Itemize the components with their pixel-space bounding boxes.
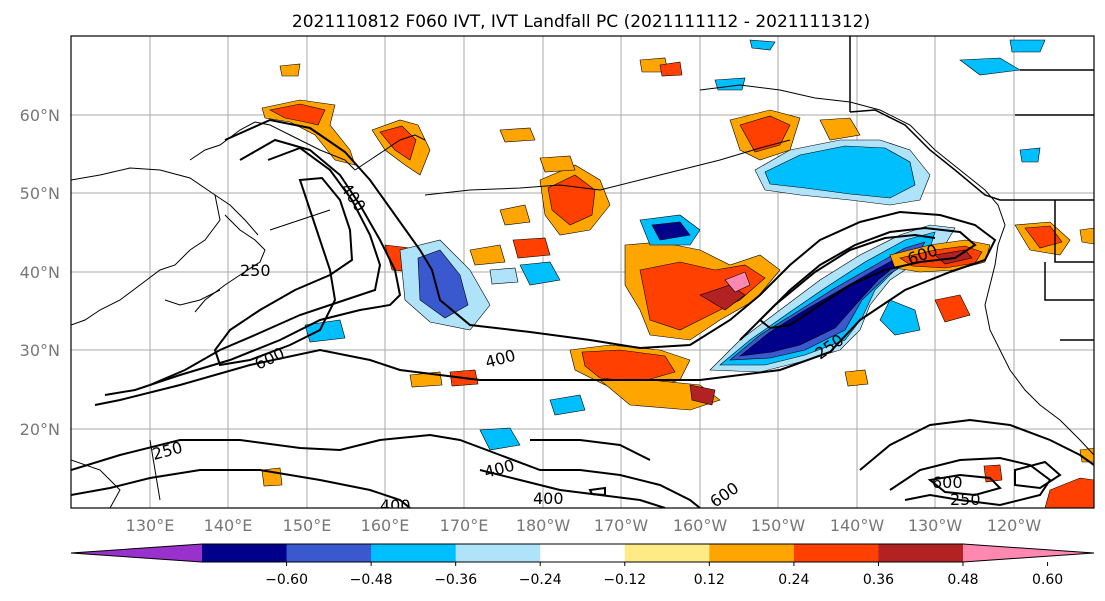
- lon-label: 130°W: [908, 516, 963, 535]
- colorbar-swatch: [624, 544, 710, 562]
- colorbar-swatch: [540, 544, 626, 562]
- colorbar-tick-label: −0.48: [350, 572, 393, 588]
- lon-label: 160°E: [361, 516, 410, 535]
- colorbar-extend-high: [963, 544, 1094, 562]
- latitude-labels: 60°N 50°N 40°N 30°N 20°N: [20, 106, 60, 439]
- colorbar-extend-low: [71, 544, 202, 562]
- colorbar-tick-label: −0.12: [603, 572, 646, 588]
- colorbar-tick-label: 0.12: [694, 572, 725, 588]
- coastlines: [71, 84, 1094, 508]
- colorbar-tick-label: −0.60: [265, 572, 308, 588]
- lon-label: 150°E: [283, 516, 332, 535]
- lon-label: 150°W: [751, 516, 806, 535]
- lon-label: 120°W: [987, 516, 1042, 535]
- map-frame: [70, 35, 1095, 509]
- lon-label: 160°W: [673, 516, 728, 535]
- colorbar-tick-label: 0.36: [863, 572, 894, 588]
- lat-label: 60°N: [20, 106, 60, 125]
- colorbar-swatch: [878, 544, 964, 562]
- colorbar-outline: [70, 543, 1095, 563]
- political-borders: [849, 36, 1094, 341]
- colorbar-swatch: [709, 544, 795, 562]
- colorbar: −0.60 −0.48 −0.36 −0.24 −0.12 0.12 0.24 0.36 0.4…: [70, 543, 1095, 588]
- map-title: 2021110812 F060 IVT, IVT Landfall PC (20…: [292, 12, 870, 32]
- colorbar-tick-label: 0.60: [1032, 572, 1063, 588]
- ivt-contours: [71, 118, 1094, 508]
- lat-label: 50°N: [20, 184, 60, 203]
- lon-label: 170°E: [440, 516, 489, 535]
- lat-label: 30°N: [20, 341, 60, 360]
- contour-label: 400: [380, 496, 411, 515]
- contour-label: 250: [240, 261, 271, 280]
- lon-label: 130°E: [126, 516, 175, 535]
- colorbar-swatch: [371, 544, 457, 562]
- contour-label: 250: [950, 490, 981, 509]
- colorbar-tick-label: −0.24: [519, 572, 562, 588]
- colorbar-swatch: [455, 544, 541, 562]
- lat-label: 40°N: [20, 263, 60, 282]
- lon-label: 140°W: [830, 516, 885, 535]
- longitude-labels: 130°E 140°E 150°E 160°E 170°E 180°W 170°…: [126, 516, 1042, 535]
- map-panel: 400 250 600 400 250 400 400 400 600 250 …: [70, 35, 1095, 515]
- contour-label: 600: [932, 473, 963, 492]
- lon-label: 170°W: [594, 516, 649, 535]
- colorbar-tick-label: 0.48: [947, 572, 978, 588]
- contour-label: 400: [533, 489, 564, 508]
- lon-label: 180°W: [516, 516, 571, 535]
- colorbar-swatch: [202, 544, 288, 562]
- colorbar-swatch: [286, 544, 372, 562]
- colorbar-swatch: [793, 544, 879, 562]
- colorbar-tick-label: 0.24: [778, 572, 809, 588]
- colorbar-tick-label: −0.36: [434, 572, 477, 588]
- lon-label: 140°E: [204, 516, 253, 535]
- lat-label: 20°N: [20, 420, 60, 439]
